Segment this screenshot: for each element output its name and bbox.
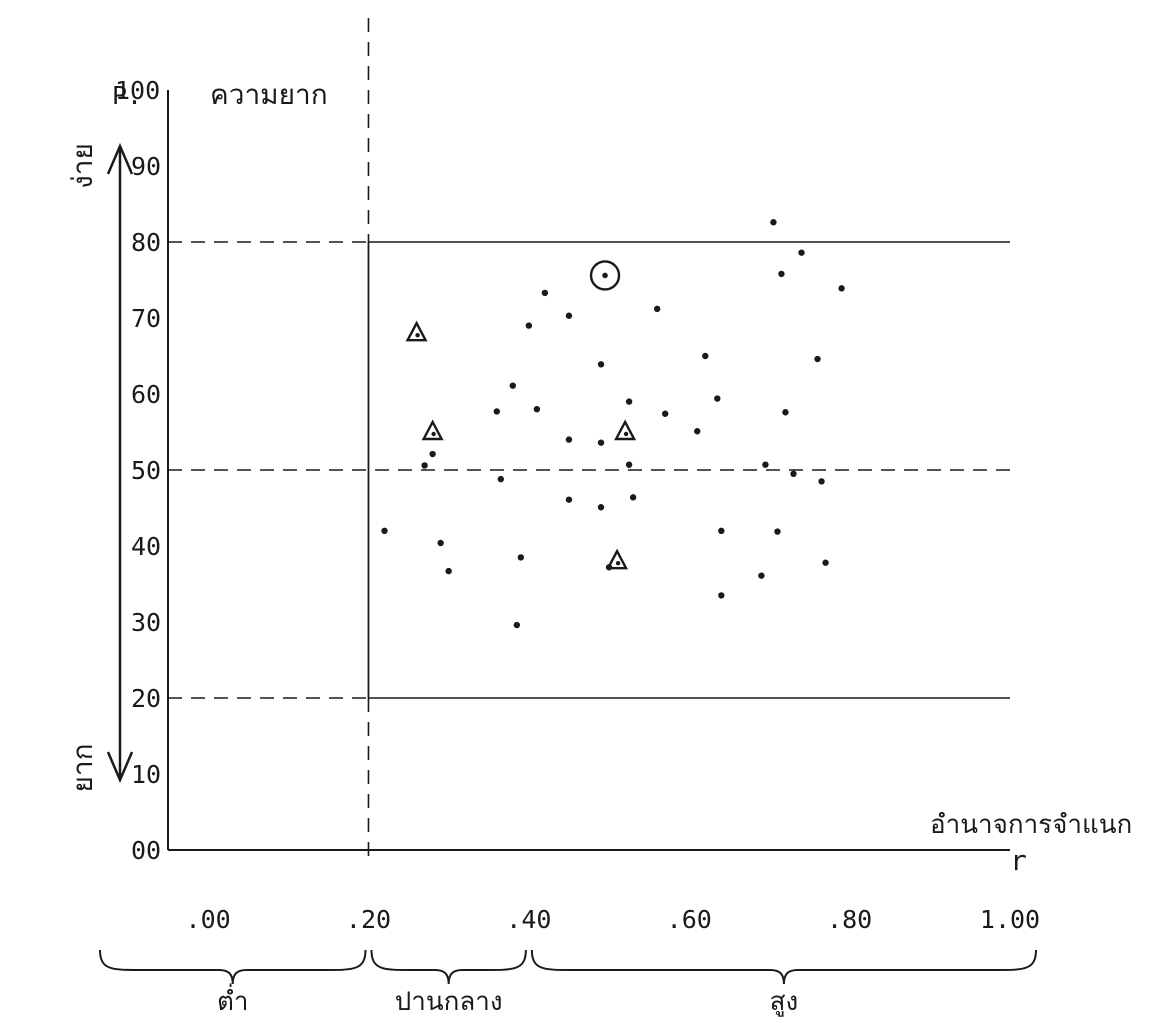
y-tick-label: 00: [131, 836, 161, 865]
x-tick-label: .60: [667, 905, 712, 934]
data-point: [533, 406, 541, 413]
data-point: [782, 409, 789, 416]
x-tick-label: .00: [186, 905, 231, 934]
triangle-marker-dot: [431, 431, 436, 437]
y-tick-label: 30: [131, 608, 161, 637]
x-axis-symbol: r: [1010, 844, 1027, 877]
data-point: [565, 436, 573, 443]
x-tick-label: 1.00: [980, 905, 1040, 934]
y-tick-label: 60: [131, 380, 161, 409]
triangle-marker: [421, 419, 444, 441]
data-point: [661, 410, 669, 417]
y-tick-label: 70: [131, 304, 161, 333]
data-point: [818, 478, 825, 485]
data-point: [774, 528, 781, 535]
data-point: [838, 285, 845, 292]
axes: [167, 90, 1010, 851]
data-point: [718, 592, 725, 599]
x-tick-labels: .00 .20 .40 .60 .80 1.00: [186, 905, 1041, 934]
data-point: [629, 494, 637, 501]
data-point: [597, 504, 605, 511]
y-tick-label: 80: [131, 228, 161, 257]
data-point: [625, 398, 633, 405]
data-points: [381, 219, 845, 629]
triangle-marker: [606, 548, 629, 570]
data-point: [790, 470, 797, 477]
data-point: [718, 527, 725, 534]
y-tick-label: 90: [131, 152, 161, 181]
data-point: [653, 305, 661, 313]
data-point: [597, 361, 605, 368]
data-point: [762, 461, 769, 468]
arrow-label-difficult: ยาก: [66, 743, 99, 792]
x-tick-label: .40: [506, 905, 551, 934]
data-point: [714, 395, 721, 402]
arrow-head-down: [106, 751, 134, 784]
triangle-marker: [405, 320, 428, 342]
data-point: [493, 408, 500, 415]
data-point: [565, 496, 573, 503]
y-axis-header-letter: P.: [112, 81, 142, 110]
y-tick-labels: 00 10 20 30 40 50 60 70 80 90 100: [115, 76, 161, 865]
data-point: [381, 527, 388, 534]
y-tick-label: 20: [131, 684, 161, 713]
data-point: [513, 621, 521, 629]
data-point: [565, 312, 573, 319]
range-label: สูง: [770, 987, 799, 1017]
data-point: [597, 439, 605, 446]
triangle-marker-dot: [623, 431, 629, 437]
reference-lines: [168, 18, 1010, 862]
y-tick-label: 40: [131, 532, 161, 561]
data-point: [541, 289, 549, 297]
range-label: ต่ำ: [217, 983, 248, 1017]
data-point: [497, 475, 504, 483]
data-point: [702, 352, 709, 360]
data-point: [770, 219, 777, 226]
circled-marker-dot: [602, 272, 608, 279]
data-point: [525, 322, 533, 329]
range-brace: [370, 949, 527, 985]
range-brace: [530, 949, 1037, 985]
triangle-marker: [614, 419, 637, 441]
x-tick-label: .20: [346, 905, 391, 934]
data-point: [822, 559, 829, 566]
data-point: [758, 572, 765, 579]
data-point: [445, 567, 452, 575]
y-tick-label: 100: [115, 76, 160, 105]
range-brace: [99, 949, 367, 985]
data-point: [778, 270, 785, 278]
data-point: [517, 554, 525, 561]
y-tick-label: 50: [131, 456, 161, 485]
data-point: [694, 428, 701, 435]
x-tick-label: .80: [827, 905, 872, 934]
circled-marker: [589, 260, 621, 291]
data-point: [509, 382, 517, 389]
range-label: ปานกลาง: [395, 987, 503, 1017]
x-axis-title: อำนาจการจำแนก: [930, 810, 1132, 840]
triangle-marker-dot: [415, 333, 420, 338]
arrow-head-up: [106, 142, 134, 175]
data-point: [625, 461, 633, 468]
data-point: [429, 450, 436, 458]
data-point: [814, 355, 821, 363]
y-axis-title: ความยาก: [210, 78, 328, 111]
triangle-marker-dot: [615, 561, 621, 566]
arrow-label-easy: ง่าย: [66, 143, 99, 189]
discrimination-range-braces: ต่ำ ปานกลาง สูง: [99, 949, 1037, 1017]
data-point: [421, 462, 428, 469]
data-point: [798, 249, 805, 256]
data-point: [437, 539, 444, 547]
y-tick-label: 10: [131, 760, 161, 789]
